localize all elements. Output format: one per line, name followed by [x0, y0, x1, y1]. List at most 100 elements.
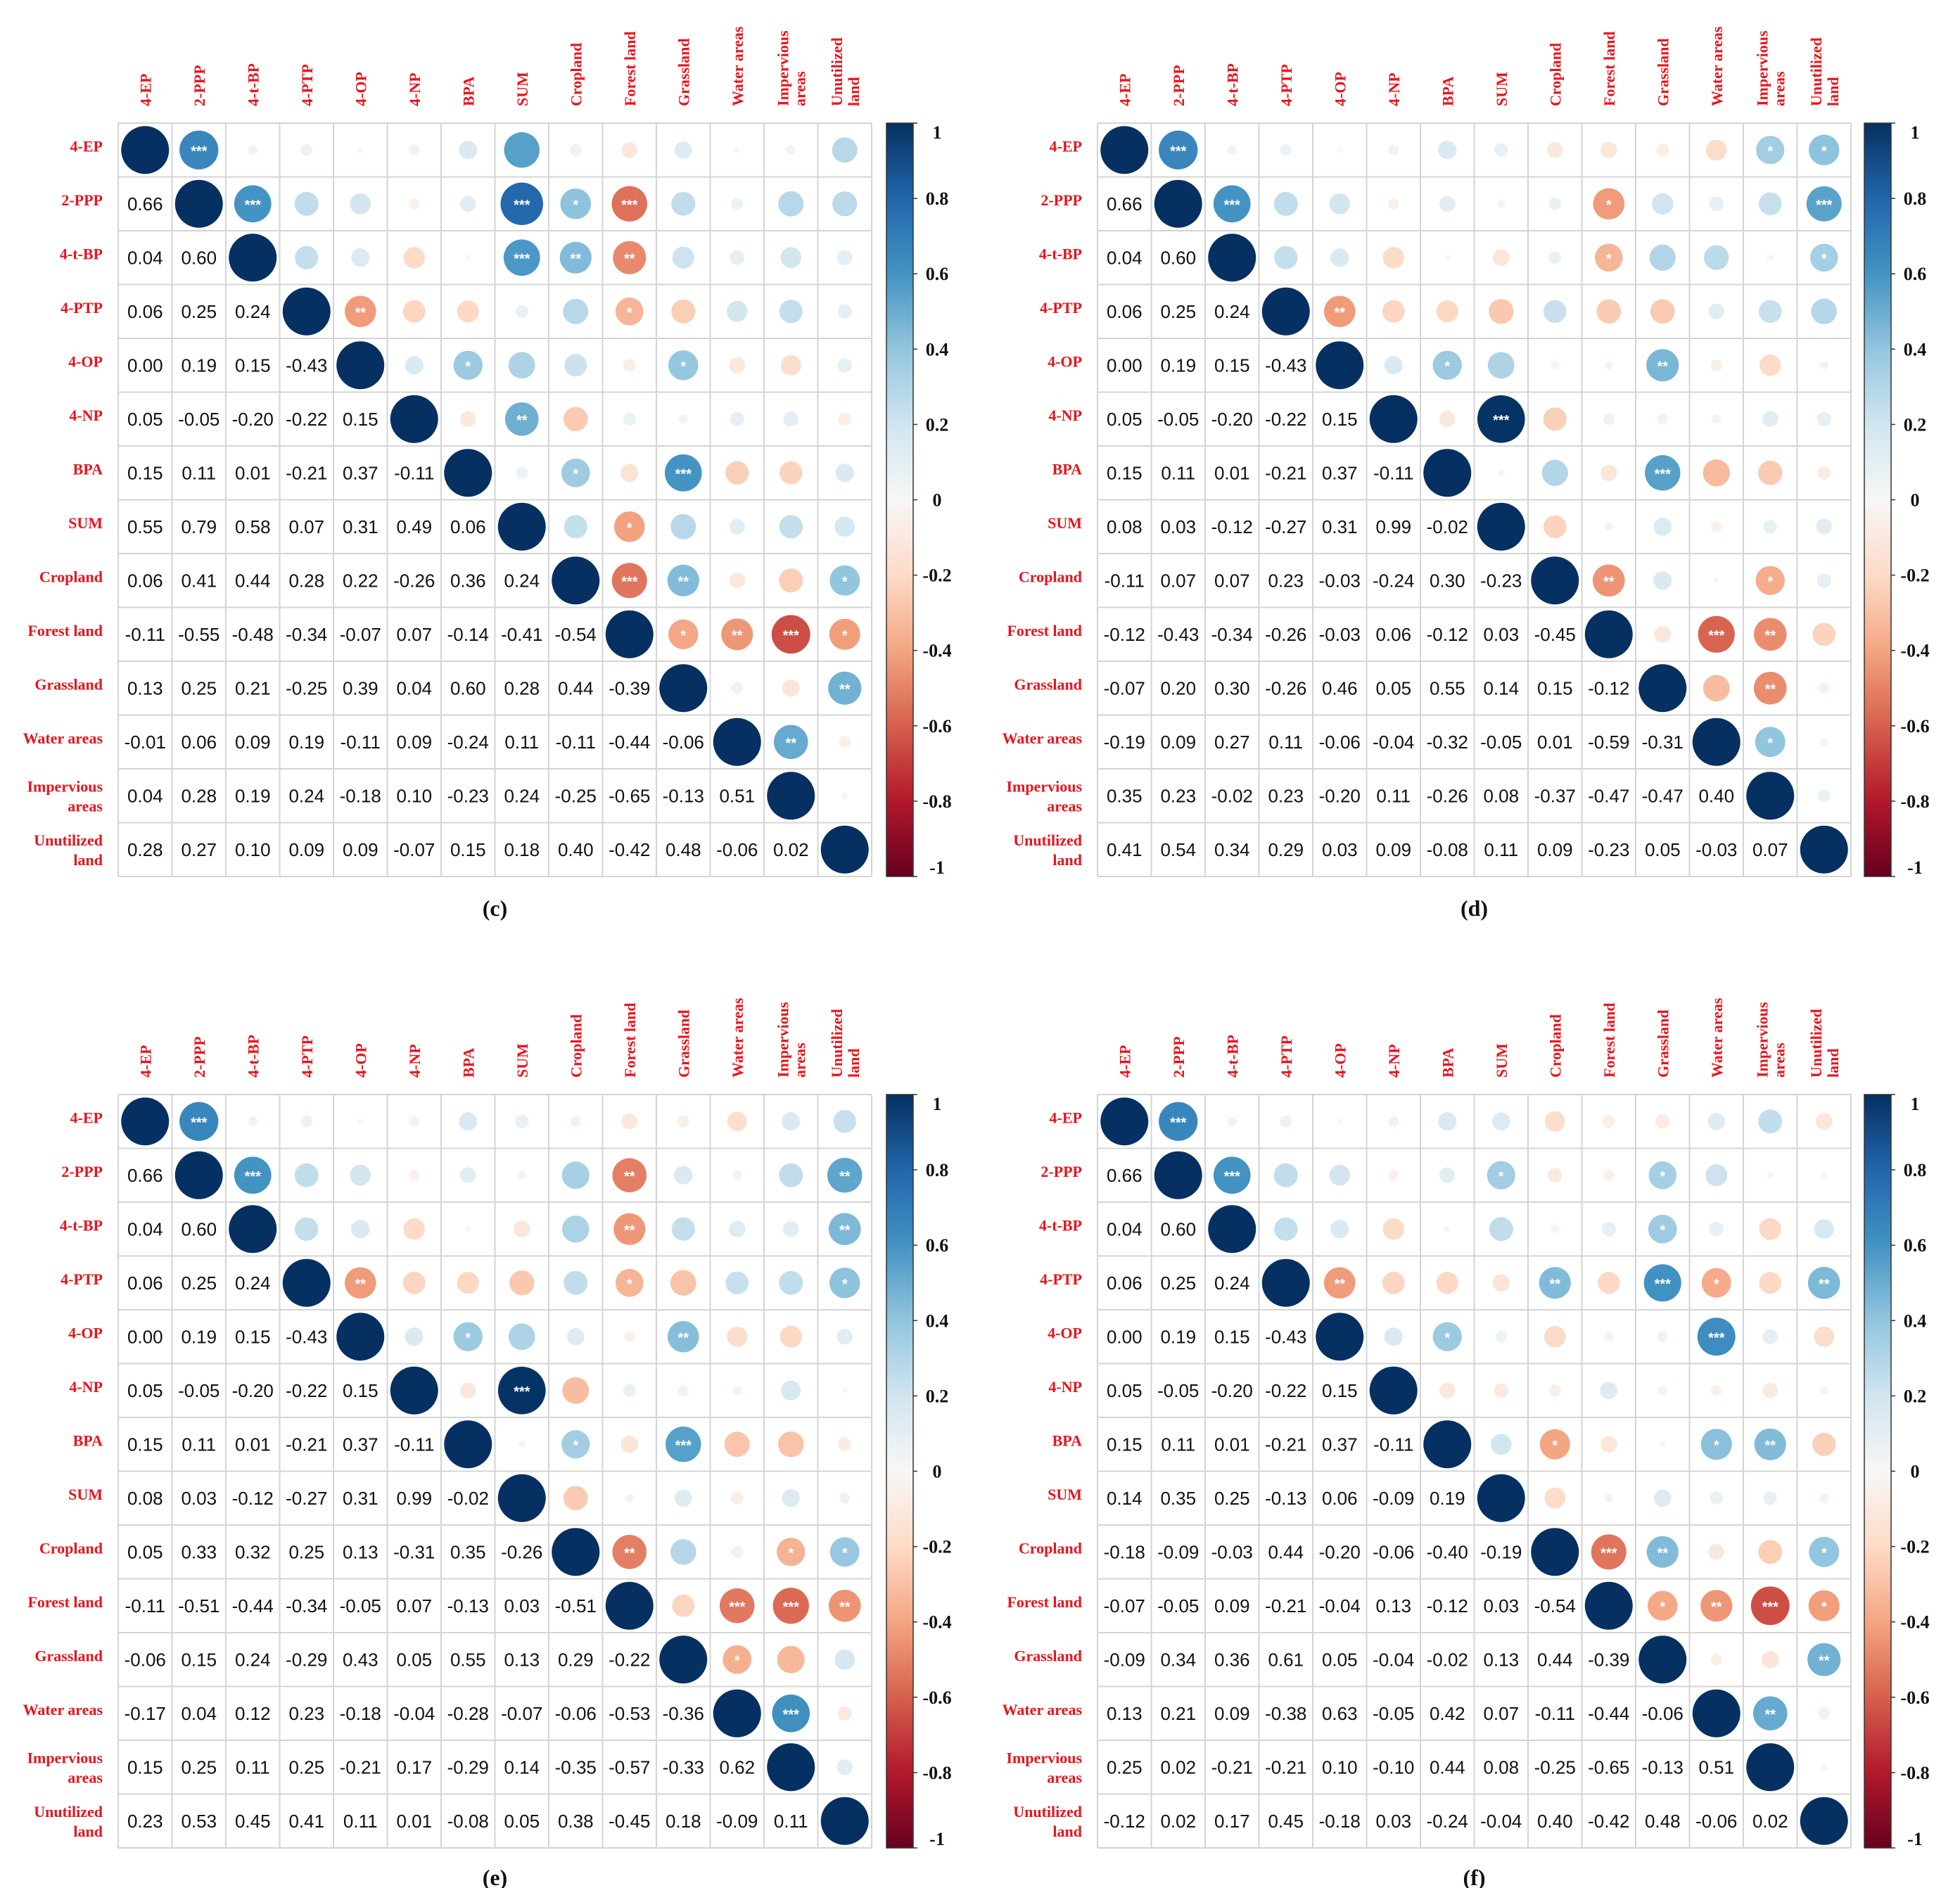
diagonal-circle — [444, 449, 492, 497]
row-label: Cropland — [1019, 568, 1082, 585]
correlation-value: -0.28 — [447, 1703, 489, 1724]
correlation-circle — [1280, 1115, 1292, 1128]
color-scale-label: 0.2 — [1904, 1386, 1927, 1406]
correlation-circle — [1444, 1226, 1451, 1232]
correlation-circle — [1601, 1222, 1616, 1237]
correlation-value: 0.06 — [450, 516, 486, 537]
diagonal-circle — [336, 1313, 385, 1361]
diagonal-circle — [1423, 1420, 1472, 1469]
correlation-circle — [1382, 247, 1404, 269]
row-label: 4-t-BP — [60, 1216, 103, 1234]
correlation-value: -0.05 — [1157, 409, 1199, 430]
correlation-value: -0.11 — [394, 1434, 434, 1455]
correlation-value: 0.02 — [1160, 1756, 1196, 1778]
row-label: SUM — [1048, 514, 1082, 532]
correlation-value: -0.04 — [1373, 1649, 1414, 1670]
diagonal-circle — [1316, 1313, 1364, 1361]
correlation-value: 0.31 — [343, 516, 378, 537]
correlation-value: -0.02 — [1427, 516, 1468, 537]
color-scale-label: -0.4 — [922, 1612, 951, 1633]
correlation-value: 0.09 — [288, 839, 324, 860]
correlation-circle — [621, 1113, 638, 1130]
correlation-circle — [1817, 789, 1831, 803]
correlation-circle — [1656, 143, 1669, 157]
significance-marker: *** — [1601, 1545, 1617, 1561]
color-scale-label: -0.6 — [922, 1688, 951, 1708]
correlation-value: 0.10 — [396, 785, 432, 806]
correlation-circle — [405, 1327, 424, 1346]
correlation-circle — [837, 1706, 852, 1721]
correlation-circle — [1213, 1156, 1251, 1194]
correlation-value: 0.10 — [1322, 1756, 1358, 1778]
correlation-circle — [1494, 1383, 1508, 1398]
correlation-circle — [837, 304, 852, 319]
significance-marker: * — [842, 628, 848, 644]
correlation-circle — [465, 1226, 471, 1232]
correlation-value: -0.39 — [609, 677, 650, 699]
correlation-circle — [1323, 295, 1356, 328]
correlation-value: 0.04 — [127, 785, 163, 806]
row-label: 2-PPP — [1041, 1163, 1082, 1180]
correlation-circle — [179, 1102, 219, 1141]
row-label: 4-OP — [68, 352, 103, 370]
row-label: SUM — [68, 514, 103, 532]
correlation-value: -0.42 — [609, 839, 650, 860]
correlation-value: 0.14 — [1107, 1488, 1143, 1509]
significance-marker: ** — [1819, 1653, 1830, 1669]
correlation-circle — [1337, 1118, 1343, 1125]
correlation-circle — [829, 565, 860, 596]
correlation-value: 0.08 — [1483, 1756, 1519, 1778]
color-scale-label: 1 — [1911, 122, 1920, 143]
correlation-value: -0.07 — [393, 839, 435, 860]
correlation-circle — [1646, 1536, 1679, 1568]
column-label: 4-t-BP — [244, 1035, 262, 1078]
correlation-circle — [1551, 361, 1560, 370]
correlation-circle — [459, 1112, 478, 1131]
correlation-circle — [729, 572, 746, 589]
correlation-value: 0.00 — [1107, 355, 1143, 376]
correlation-circle — [503, 239, 540, 276]
color-scale-label: -0.8 — [922, 1763, 951, 1783]
correlation-circle — [727, 1111, 747, 1132]
correlation-value: 0.53 — [181, 1811, 217, 1832]
correlation-value: -0.22 — [286, 1380, 327, 1401]
correlation-value: 0.07 — [1160, 570, 1196, 591]
row-label: Impervious — [27, 777, 103, 795]
color-scale-label: 0.4 — [1904, 339, 1927, 359]
color-scale-bar — [886, 1094, 914, 1849]
row-label: Impervious — [1006, 1749, 1082, 1766]
correlation-value: 0.37 — [1322, 462, 1358, 483]
correlation-circle — [566, 1327, 585, 1346]
row-label: 2-PPP — [61, 191, 103, 209]
column-label: Forest land — [1601, 1002, 1618, 1078]
correlation-value: 0.04 — [396, 677, 432, 699]
significance-marker: *** — [1655, 1277, 1672, 1292]
correlation-value: -0.24 — [1427, 1811, 1468, 1832]
correlation-circle — [1700, 1590, 1733, 1622]
correlation-circle — [1707, 1112, 1726, 1130]
column-label: Cropland — [567, 43, 585, 106]
correlation-value: -0.06 — [1695, 1811, 1737, 1832]
correlation-circle — [719, 1588, 755, 1624]
correlation-value: -0.21 — [286, 462, 327, 483]
color-scale-label: 0.8 — [926, 1160, 949, 1180]
correlation-circle — [351, 248, 370, 267]
correlation-value: 0.99 — [396, 1488, 432, 1509]
correlation-circle — [402, 300, 426, 323]
correlation-circle — [674, 1489, 692, 1507]
correlation-value: 0.15 — [127, 462, 163, 483]
correlation-value: -0.01 — [125, 732, 166, 753]
significance-marker: *** — [191, 143, 208, 159]
correlation-value: 0.01 — [235, 462, 271, 483]
correlation-value: 0.25 — [181, 1273, 217, 1294]
column-label: Impervious — [774, 1002, 791, 1078]
significance-marker: ** — [839, 1223, 851, 1238]
correlation-circle — [829, 1537, 860, 1567]
correlation-circle — [829, 1267, 860, 1299]
significance-marker: *** — [1762, 1600, 1779, 1615]
correlation-circle — [827, 1157, 863, 1193]
correlation-circle — [828, 671, 862, 705]
correlation-circle — [1709, 1222, 1724, 1237]
correlation-panel-e: 4-EP 2-PPP 4-t-BP 4-PTP 4-OP 4-NP BPA SUM Cropla… — [23, 997, 952, 1888]
significance-marker: ** — [839, 1600, 851, 1615]
